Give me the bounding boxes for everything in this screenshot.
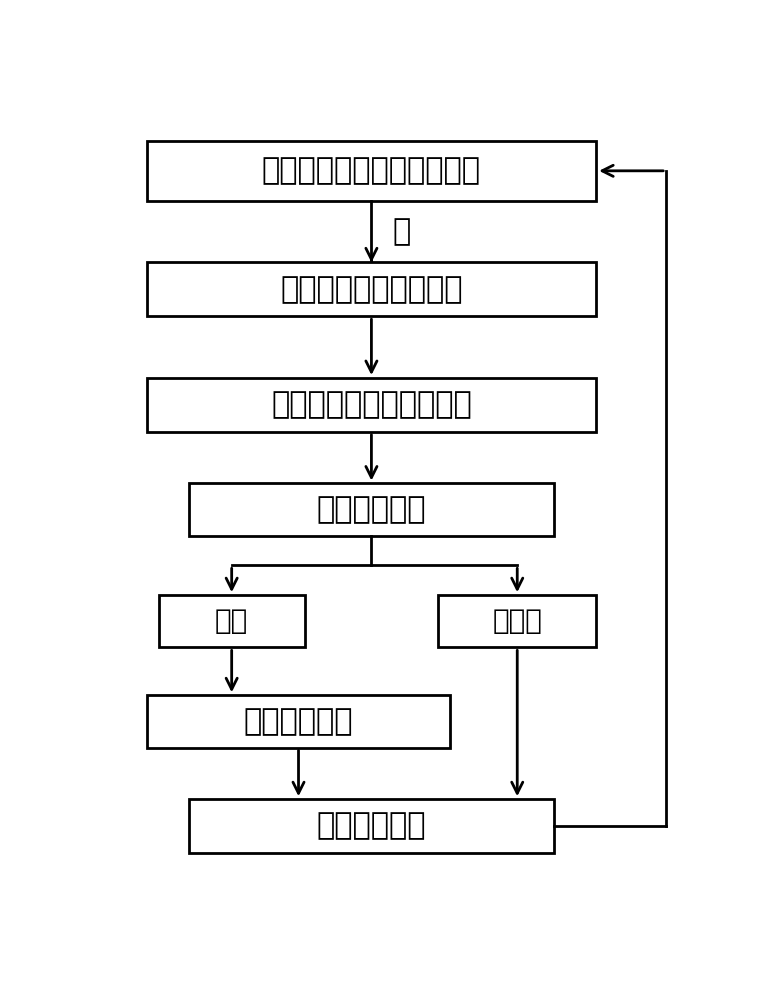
FancyBboxPatch shape bbox=[147, 378, 596, 432]
FancyBboxPatch shape bbox=[147, 695, 450, 748]
FancyBboxPatch shape bbox=[189, 799, 554, 853]
Text: 分析环境数据: 分析环境数据 bbox=[317, 495, 426, 524]
Text: 控制模块是否处于保养状态: 控制模块是否处于保养状态 bbox=[262, 156, 481, 185]
FancyBboxPatch shape bbox=[158, 595, 304, 647]
FancyBboxPatch shape bbox=[147, 262, 596, 316]
FancyBboxPatch shape bbox=[438, 595, 597, 647]
Text: 是: 是 bbox=[393, 217, 411, 246]
FancyBboxPatch shape bbox=[147, 141, 596, 201]
Text: 不切换: 不切换 bbox=[492, 607, 543, 635]
Text: 仪表模块接收状态信号: 仪表模块接收状态信号 bbox=[280, 275, 463, 304]
FancyBboxPatch shape bbox=[189, 483, 554, 536]
Text: 判断是否切换至保养图像: 判断是否切换至保养图像 bbox=[271, 390, 472, 419]
Text: 执行相应动作: 执行相应动作 bbox=[244, 707, 354, 736]
Text: 仪表模块反馈: 仪表模块反馈 bbox=[317, 812, 426, 841]
Text: 切换: 切换 bbox=[215, 607, 249, 635]
